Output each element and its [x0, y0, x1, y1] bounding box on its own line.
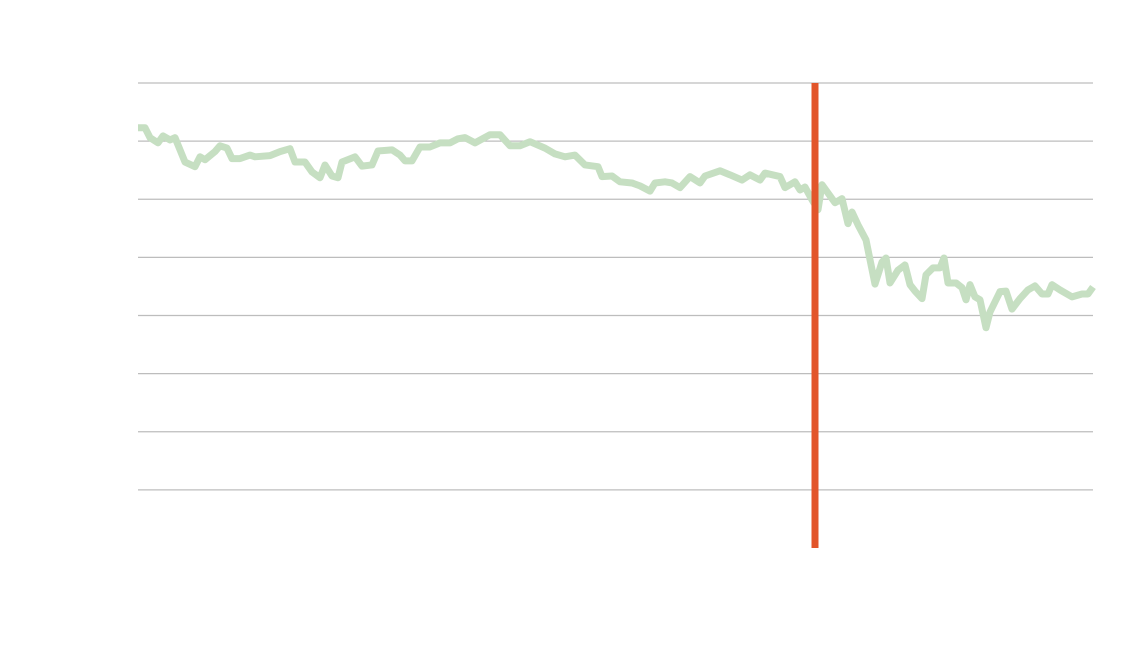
line — [138, 124, 1096, 332]
